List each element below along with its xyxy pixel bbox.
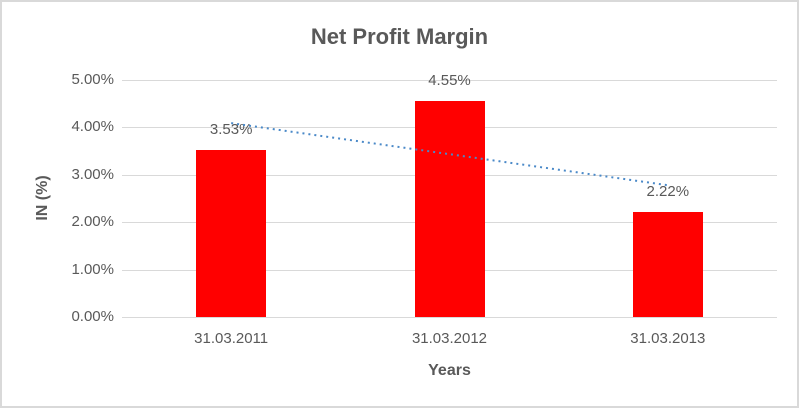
y-tick-label: 3.00% (71, 165, 114, 183)
bar-data-label: 3.53% (209, 120, 253, 138)
gridline (122, 317, 777, 318)
y-tick-label: 5.00% (71, 71, 114, 88)
bar (414, 101, 485, 317)
x-tick-label: 31.03.2011 (194, 330, 269, 347)
x-tick-label: 31.03.2012 (411, 330, 488, 347)
y-tick-label: 2.00% (71, 213, 114, 231)
gridline (122, 80, 777, 81)
y-tick-label: 4.00% (71, 118, 114, 136)
bar-data-label: 4.55% (428, 72, 471, 90)
chart-title: Net Profit Margin (310, 24, 489, 49)
x-axis-title: Years (428, 362, 471, 379)
x-tick-label: 31.03.2013 (630, 330, 706, 347)
bar (196, 149, 267, 317)
bar-data-label: 2.22% (646, 182, 690, 200)
trendline (231, 122, 668, 187)
y-tick-label: 0.00% (71, 308, 114, 325)
bar (632, 211, 703, 317)
y-tick-label: 1.00% (71, 260, 114, 278)
